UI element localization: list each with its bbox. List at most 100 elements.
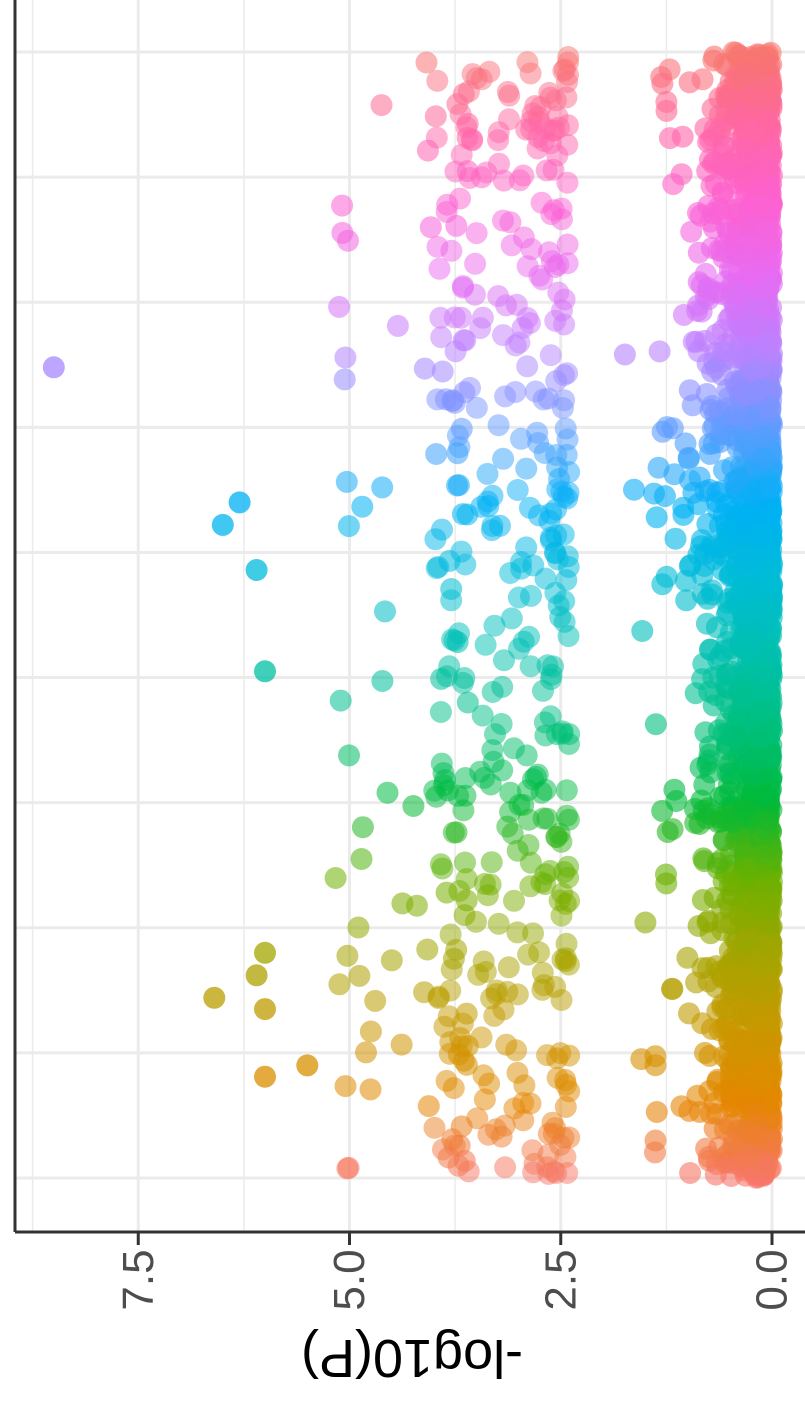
data-point bbox=[676, 946, 699, 969]
tick-label-0: 0.0 bbox=[748, 1249, 797, 1310]
data-point bbox=[557, 556, 580, 578]
data-point bbox=[549, 606, 572, 628]
data-point bbox=[431, 360, 454, 383]
data-point bbox=[729, 581, 751, 604]
data-point bbox=[644, 1054, 667, 1077]
tick-label-1: 2.5 bbox=[536, 1249, 585, 1310]
data-point bbox=[645, 506, 668, 529]
data-point bbox=[370, 94, 393, 117]
data-point bbox=[331, 194, 354, 217]
data-point bbox=[328, 973, 351, 996]
data-point bbox=[714, 270, 737, 293]
data-point bbox=[740, 980, 762, 1003]
data-point bbox=[725, 965, 747, 988]
data-point bbox=[452, 1049, 475, 1072]
data-point bbox=[445, 821, 468, 844]
data-point bbox=[440, 578, 463, 600]
data-point bbox=[756, 500, 779, 523]
data-point bbox=[526, 421, 549, 444]
data-point bbox=[443, 306, 466, 329]
data-point bbox=[512, 164, 535, 187]
data-point bbox=[749, 523, 772, 546]
data-point bbox=[733, 929, 756, 951]
data-point-notable bbox=[296, 1054, 319, 1077]
data-point bbox=[391, 892, 414, 915]
data-point bbox=[424, 528, 447, 551]
data-point bbox=[750, 278, 773, 301]
data-point bbox=[428, 257, 451, 280]
data-point bbox=[371, 670, 394, 692]
data-point bbox=[682, 481, 705, 504]
data-point bbox=[426, 69, 449, 92]
data-point bbox=[497, 956, 520, 979]
data-point-notable bbox=[245, 559, 268, 581]
data-point bbox=[699, 761, 722, 784]
data-point bbox=[413, 981, 436, 1004]
data-point bbox=[750, 844, 773, 867]
data-point bbox=[386, 314, 409, 337]
data-point bbox=[508, 331, 531, 354]
data-point bbox=[490, 1125, 513, 1148]
data-point bbox=[644, 1141, 666, 1164]
data-point bbox=[722, 1133, 744, 1156]
data-point bbox=[752, 53, 775, 76]
data-point bbox=[444, 340, 467, 363]
data-point bbox=[355, 1041, 377, 1064]
data-point bbox=[705, 616, 728, 639]
data-point bbox=[329, 689, 352, 712]
data-point bbox=[350, 848, 373, 870]
data-point bbox=[491, 759, 514, 782]
data-point-notable bbox=[228, 491, 251, 514]
data-point bbox=[554, 1095, 577, 1118]
data-point bbox=[519, 851, 542, 874]
data-point bbox=[331, 221, 354, 244]
data-point bbox=[713, 340, 736, 363]
data-point bbox=[438, 549, 461, 572]
data-point bbox=[651, 573, 674, 596]
data-point bbox=[545, 370, 568, 392]
data-point bbox=[747, 729, 770, 752]
data-point bbox=[464, 252, 487, 275]
data-point bbox=[648, 340, 671, 363]
data-point bbox=[537, 387, 560, 410]
data-point bbox=[752, 1067, 775, 1090]
data-point bbox=[515, 536, 538, 559]
data-point bbox=[755, 783, 777, 805]
data-point bbox=[699, 638, 722, 661]
data-point bbox=[697, 279, 720, 302]
data-point bbox=[469, 760, 492, 783]
data-point bbox=[718, 752, 741, 775]
data-point bbox=[336, 944, 359, 967]
data-point bbox=[335, 470, 358, 493]
data-point bbox=[735, 61, 758, 84]
data-point bbox=[465, 396, 488, 419]
data-point bbox=[539, 526, 562, 549]
data-point bbox=[716, 86, 739, 109]
data-point bbox=[483, 1004, 506, 1027]
data-point bbox=[717, 662, 739, 685]
data-point bbox=[728, 166, 751, 189]
data-point bbox=[753, 243, 776, 266]
axis-tick-labels: 0.0 2.5 5.0 7.5 bbox=[114, 1249, 797, 1310]
data-point bbox=[645, 1101, 668, 1123]
data-point bbox=[711, 181, 734, 204]
data-point bbox=[546, 1066, 569, 1089]
data-point bbox=[539, 705, 562, 728]
data-point bbox=[503, 1097, 526, 1120]
data-point bbox=[549, 1134, 572, 1156]
data-point bbox=[541, 119, 564, 142]
data-point bbox=[698, 442, 721, 465]
data-point bbox=[554, 950, 577, 973]
data-point bbox=[501, 822, 524, 845]
data-point bbox=[496, 80, 519, 103]
data-point bbox=[492, 169, 515, 192]
data-point-notable bbox=[245, 964, 268, 987]
data-point bbox=[522, 922, 544, 945]
data-point bbox=[503, 889, 525, 912]
data-point bbox=[493, 649, 515, 672]
data-point-notable bbox=[254, 660, 276, 683]
data-point bbox=[759, 1157, 782, 1180]
axis-ticks bbox=[136, 1232, 774, 1245]
data-point bbox=[490, 713, 513, 735]
data-point bbox=[380, 949, 403, 972]
